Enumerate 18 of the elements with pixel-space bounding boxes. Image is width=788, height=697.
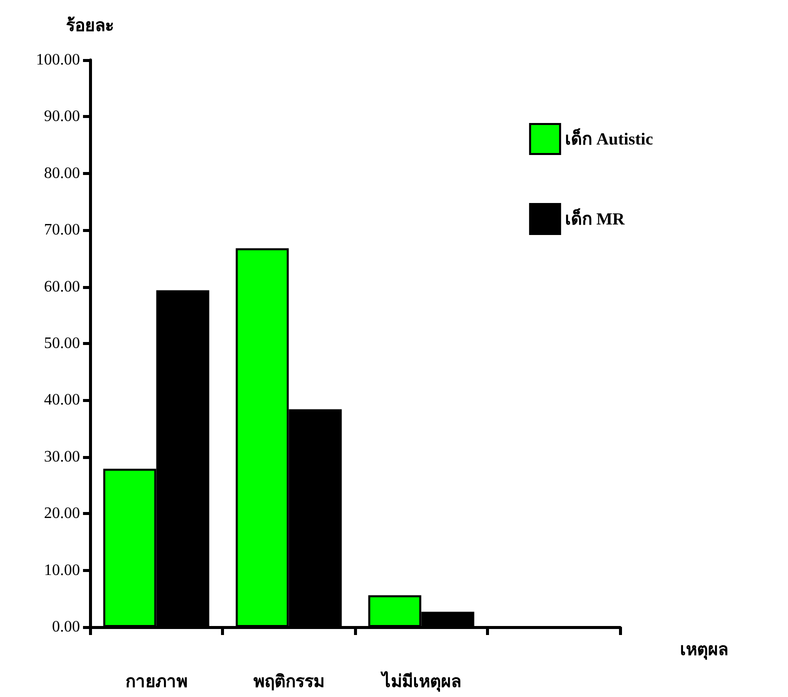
y-tick-label: 60.00 bbox=[44, 278, 80, 296]
y-tick-label: 0.00 bbox=[52, 618, 80, 636]
y-tick-label: 40.00 bbox=[44, 392, 80, 409]
y-tick-label: 70.00 bbox=[44, 222, 80, 239]
x-tick-label: ไม่มีเหตุผล bbox=[380, 671, 461, 692]
legend-label: เด็ก Autistic bbox=[565, 126, 654, 148]
y-tick-label: 50.00 bbox=[44, 335, 80, 352]
legend-label: เด็ก MR bbox=[565, 206, 626, 228]
x-tick-label: พฤติกรรม bbox=[253, 672, 324, 691]
y-axis-title: ร้อยละ bbox=[66, 16, 114, 35]
x-axis-title: เหตุผล bbox=[680, 640, 728, 660]
x-tick-label: กายภาพ bbox=[125, 672, 188, 691]
y-tick-label: 80.00 bbox=[44, 164, 80, 182]
y-tick-label: 20.00 bbox=[44, 505, 80, 522]
y-tick-label: 10.00 bbox=[44, 562, 80, 579]
y-tick-label: 90.00 bbox=[44, 108, 80, 126]
y-tick-label: 100.00 bbox=[36, 52, 80, 68]
y-tick-label: 30.00 bbox=[44, 448, 80, 466]
